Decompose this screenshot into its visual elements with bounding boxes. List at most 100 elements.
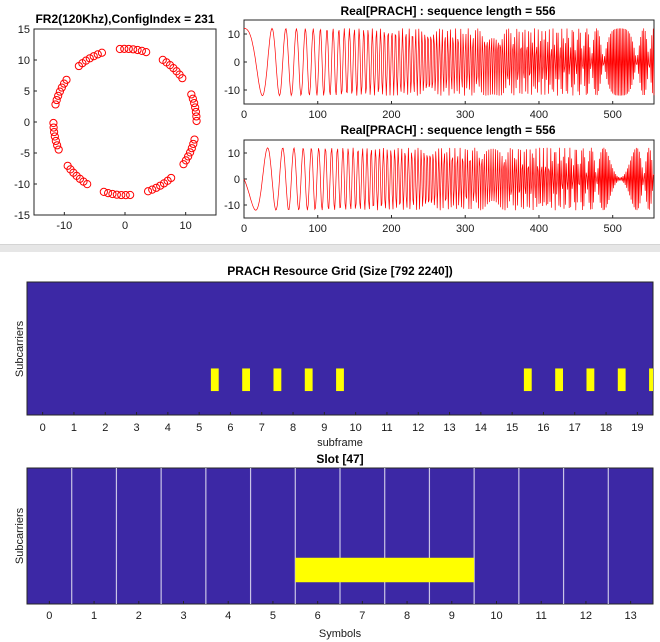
slot-x-tick-label: 10 [490, 610, 502, 622]
scatter-y-tick-label: -15 [14, 210, 30, 222]
scatter-y-tick-label: 10 [18, 55, 30, 67]
scatter-point [117, 190, 126, 200]
scatter-point [124, 44, 133, 54]
resource-grid-ylabel: Subcarriers [14, 320, 26, 377]
line2-y-tick-label: -10 [224, 200, 240, 212]
scatter-point [49, 127, 59, 137]
line2-y-tick-label: 0 [234, 174, 240, 186]
line2-series [243, 147, 655, 211]
line1-y-tick-label: -10 [224, 85, 240, 97]
scatter-title: FR2(120Khz),ConfigIndex = 231 [35, 12, 214, 26]
line1-y-tick-label: 0 [234, 57, 240, 69]
scatter-y-tick-label: 0 [24, 117, 30, 129]
slot-x-tick-label: 12 [580, 610, 592, 622]
scatter-x-ticks: -10 0 10 [56, 212, 192, 232]
resource-grid-xlabel: subframe [317, 437, 363, 449]
slot-x-tick-label: 2 [136, 610, 142, 622]
resource-grid-x-tick-label: 10 [350, 422, 362, 434]
line2-x-tick-label: 100 [309, 223, 327, 235]
scatter-y-tick-label: -5 [20, 148, 30, 160]
scatter-point [192, 112, 201, 121]
scatter-point [187, 144, 196, 153]
slot-x-tick-label: 3 [180, 610, 186, 622]
line2-x-tick-label: 0 [241, 223, 247, 235]
resource-grid-x-tick-label: 12 [412, 422, 424, 434]
line1-x-tick-label: 0 [241, 109, 247, 121]
top-panel: -10 0 10 15 10 5 0 -5 -10 -15 FR2(120Khz),Config… [0, 0, 660, 244]
scatter-point [49, 118, 58, 128]
resource-grid-x-ticks: 0 1 2 3 4 5 6 7 8 9 10 11 12 13 14 15 16 17 18 19 [40, 412, 643, 434]
scatter-point [97, 48, 107, 57]
scatter-point [191, 107, 201, 117]
resource-grid-block [617, 368, 626, 392]
scatter-point [129, 45, 138, 54]
line2-y-ticks: 10 0 -10 [224, 148, 247, 212]
scatter-point [190, 135, 199, 144]
scatter-point [181, 156, 191, 165]
scatter-point [167, 173, 176, 183]
line2-x-tick-label: 300 [456, 223, 474, 235]
resource-grid-block [273, 368, 282, 392]
scatter-point [93, 50, 102, 59]
resource-grid-x-tick-label: 11 [381, 422, 392, 434]
slot-x-tick-label: 13 [625, 610, 637, 622]
resource-grid-x-tick-label: 17 [569, 422, 581, 434]
scatter-point [49, 123, 58, 132]
slot-x-tick-label: 8 [404, 610, 410, 622]
slot-x-ticks: 0 1 2 3 4 5 6 7 8 9 10 11 12 13 [46, 601, 637, 622]
line2-title: Real[PRACH] : sequence length = 556 [340, 123, 555, 137]
scatter-point [51, 136, 60, 146]
resource-grid-block [210, 368, 219, 392]
scatter-point [99, 187, 108, 196]
bottom-plots: 0 1 2 3 4 5 6 7 8 9 10 11 12 13 14 15 16 17 18 19 PRACH Res… [14, 264, 654, 640]
scatter-point [74, 61, 83, 71]
slot-x-tick-label: 0 [46, 610, 52, 622]
slot-x-tick-label: 5 [270, 610, 276, 622]
line1-y-tick-label: 10 [228, 29, 240, 41]
slot-symbol-boundaries [71, 468, 609, 604]
scatter-point [55, 87, 64, 96]
scatter-x-tick-label: 10 [180, 220, 192, 232]
scatter-axes-box [33, 28, 217, 216]
line-plot-1: 0 100 200 300 400 500 100-10 Real[PRACH] : se… [224, 4, 655, 121]
scatter-point [51, 100, 60, 109]
scatter-point [52, 95, 61, 105]
scatter-point [192, 116, 201, 126]
resource-grid-block [304, 368, 313, 392]
resource-grid-block [336, 368, 344, 392]
resource-grid-x-tick-label: 15 [506, 422, 518, 434]
resource-grid-block [242, 368, 251, 392]
slot-x-tick-label: 6 [315, 610, 321, 622]
scatter-point [121, 191, 130, 200]
resource-grid-x-tick-label: 19 [631, 422, 643, 434]
resource-grid-title: PRACH Resource Grid (Size [792 2240]) [227, 264, 452, 278]
resource-grid-occupied-blocks [210, 368, 653, 392]
line1-x-tick-label: 200 [382, 109, 400, 121]
panel-divider[interactable] [0, 244, 660, 253]
bottom-panel: 0 1 2 3 4 5 6 7 8 9 10 11 12 13 14 15 16 17 18 19 PRACH Res… [0, 252, 660, 642]
resource-grid-x-tick-label: 18 [600, 422, 612, 434]
line1-x-ticks: 0 100 200 300 400 500 [241, 101, 622, 121]
scatter-point [112, 190, 121, 199]
scatter-point [152, 183, 161, 192]
scatter-point [143, 187, 153, 196]
resource-grid-x-tick-label: 2 [102, 422, 108, 434]
slot-x-tick-label: 4 [225, 610, 231, 622]
scatter-x-tick-label: -10 [56, 220, 72, 232]
scatter-plot: -10 0 10 15 10 5 0 -5 -10 -15 FR2(120Khz),Config… [14, 12, 217, 232]
scatter-point [133, 45, 142, 55]
scatter-point [137, 46, 146, 56]
scatter-point [191, 103, 200, 112]
slot-xlabel: Symbols [319, 628, 362, 640]
slot-x-tick-label: 1 [91, 610, 97, 622]
scatter-point [188, 94, 197, 103]
line1-y-ticks: 10 0 -10 [224, 29, 247, 97]
scatter-y-tick-label: 15 [18, 24, 30, 36]
scatter-point [57, 83, 66, 92]
scatter-point [54, 145, 63, 154]
resource-grid-x-tick-label: 3 [133, 422, 139, 434]
scatter-point [126, 190, 135, 200]
scatter-point [142, 48, 151, 57]
line2-y-tick-label: 10 [228, 148, 240, 160]
